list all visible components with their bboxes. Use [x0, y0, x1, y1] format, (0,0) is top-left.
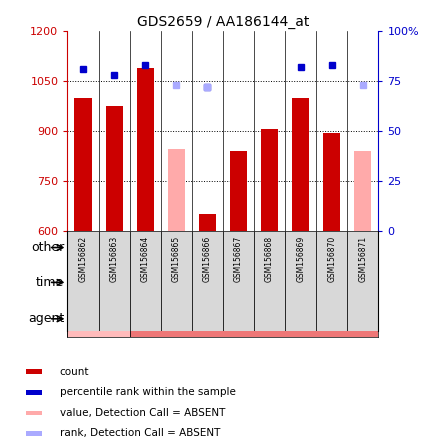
Bar: [161, 264, 191, 301]
Bar: [67, 301, 129, 337]
Text: control: control: [80, 314, 116, 324]
Bar: [253, 264, 285, 301]
Bar: [129, 264, 161, 301]
Bar: [222, 231, 253, 331]
Text: adipogenesis: adipogenesis: [226, 243, 281, 252]
Bar: [230, 151, 247, 231]
Text: preconfl
uent: preconfl uent: [66, 238, 100, 257]
Bar: [26, 411, 42, 415]
Bar: [129, 231, 378, 264]
Text: 28 d: 28 d: [351, 278, 373, 287]
Bar: [191, 264, 223, 301]
Bar: [354, 151, 371, 231]
Text: GSM156866: GSM156866: [202, 236, 211, 282]
Bar: [136, 67, 153, 231]
Text: control: control: [82, 278, 115, 287]
Bar: [191, 231, 223, 331]
Bar: [260, 129, 277, 231]
Text: 2 d: 2 d: [230, 278, 246, 287]
Text: conflue
nt: conflue nt: [98, 238, 129, 257]
Text: MDI differentiation cocktail: MDI differentiation cocktail: [183, 314, 324, 324]
Bar: [285, 231, 316, 331]
Bar: [198, 214, 215, 231]
Bar: [98, 231, 129, 264]
Text: time: time: [36, 276, 64, 289]
Bar: [105, 106, 122, 231]
Text: GSM156870: GSM156870: [326, 236, 335, 282]
Bar: [322, 133, 339, 231]
Bar: [346, 264, 378, 301]
Bar: [67, 231, 98, 264]
Bar: [316, 264, 347, 301]
Text: agent: agent: [28, 312, 64, 325]
Text: value, Detection Call = ABSENT: value, Detection Call = ABSENT: [60, 408, 225, 418]
Text: GSM156868: GSM156868: [264, 236, 273, 282]
Text: count: count: [60, 367, 89, 377]
Bar: [346, 231, 378, 331]
Text: 7 d: 7 d: [323, 278, 339, 287]
Bar: [253, 231, 285, 331]
Text: rank, Detection Call = ABSENT: rank, Detection Call = ABSENT: [60, 428, 220, 438]
Text: other: other: [31, 241, 64, 254]
Bar: [26, 390, 42, 395]
Bar: [67, 231, 98, 331]
Bar: [285, 264, 316, 301]
Text: 24 h: 24 h: [196, 278, 218, 287]
Text: GSM156867: GSM156867: [233, 236, 243, 282]
Bar: [292, 98, 309, 231]
Text: GSM156864: GSM156864: [140, 236, 149, 282]
Bar: [67, 264, 129, 301]
Bar: [74, 98, 91, 231]
Bar: [129, 301, 378, 337]
Text: 12 h: 12 h: [165, 278, 187, 287]
Text: 3 d: 3 d: [261, 278, 276, 287]
Text: GSM156863: GSM156863: [109, 236, 118, 282]
Text: GSM156869: GSM156869: [296, 236, 305, 282]
Text: percentile rank within the sample: percentile rank within the sample: [60, 387, 235, 397]
Bar: [98, 231, 129, 331]
Bar: [129, 231, 161, 331]
Text: GSM156862: GSM156862: [78, 236, 87, 282]
Text: GSM156871: GSM156871: [358, 236, 367, 282]
Text: GSM156865: GSM156865: [171, 236, 181, 282]
Text: 6 h: 6 h: [137, 278, 153, 287]
Bar: [316, 231, 347, 331]
Bar: [222, 264, 253, 301]
Bar: [161, 231, 191, 331]
Bar: [168, 149, 184, 231]
Bar: [26, 431, 42, 436]
Title: GDS2659 / AA186144_at: GDS2659 / AA186144_at: [136, 15, 309, 29]
Bar: [26, 369, 42, 374]
Text: 4 d: 4 d: [293, 278, 308, 287]
